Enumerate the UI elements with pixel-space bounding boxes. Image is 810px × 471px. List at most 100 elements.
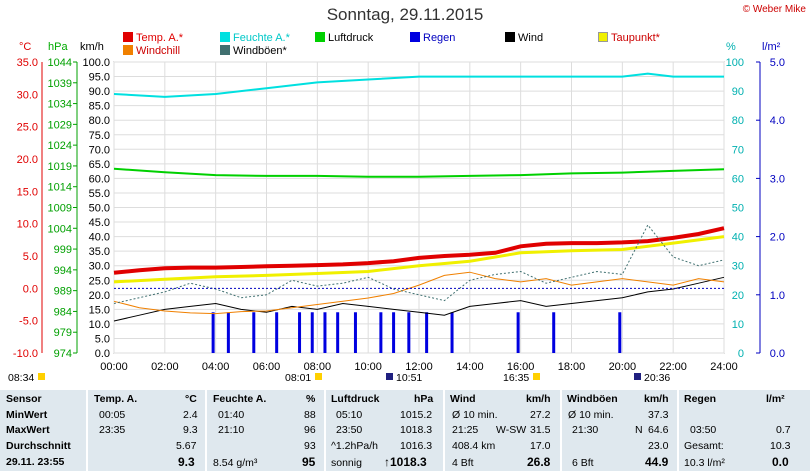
legend-humidity: Feuchte A.* xyxy=(220,32,290,44)
wind-header: Wind xyxy=(450,393,476,405)
legend-dewpoint: Taupunkt* xyxy=(598,32,660,44)
humidity-min-time: 01:40 xyxy=(218,409,245,421)
rain-bar xyxy=(552,312,556,353)
humidity-tick-label: 100 xyxy=(726,57,744,69)
rain-bar xyxy=(407,312,411,353)
pressure-tick-label: 994 xyxy=(54,265,72,277)
x-tick-label: 12:00 xyxy=(405,361,433,373)
legend-gusts: Windböen* xyxy=(220,45,287,57)
pressure-tick-label: 989 xyxy=(54,286,72,298)
humidity-tick-label: 80 xyxy=(732,115,744,127)
rain-max-time: 03:50 xyxy=(690,424,717,436)
event-time-left: 08:34 xyxy=(8,372,34,384)
series-tempa xyxy=(113,226,725,275)
pressure-tick-label: 1039 xyxy=(48,78,72,90)
event-icon-sunset xyxy=(533,373,540,380)
copyright: © Weber Mike xyxy=(742,4,806,15)
humidity-tick-label: 50 xyxy=(732,203,744,215)
humidity-tick-label: 90 xyxy=(732,86,744,98)
pressure-avg: 1016.3 xyxy=(400,440,433,452)
pressure-trend: ^1.2hPa/h xyxy=(331,440,378,452)
wind-tick-label: 15.0 xyxy=(89,304,110,316)
temp-tick-label: -5.0 xyxy=(19,316,38,328)
pressure-header: Luftdruck xyxy=(331,393,380,405)
row-label-sensor: Sensor xyxy=(6,393,42,405)
pressure-tick-label: 1024 xyxy=(48,140,72,152)
wind-min-label: Ø 10 min. xyxy=(452,409,498,421)
series-wind xyxy=(113,276,725,322)
gusts-bft: 6 Bft xyxy=(572,457,594,469)
humidity-tick-label: 20 xyxy=(732,290,744,302)
temp-current: 9.3 xyxy=(178,455,195,469)
rain-bar xyxy=(275,312,279,353)
event-time-sunset: 16:35 xyxy=(503,372,529,384)
x-tick-label: 18:00 xyxy=(558,361,586,373)
series-taupunkt xyxy=(113,235,725,284)
wind-tick-label: 90.0 xyxy=(89,86,110,98)
pressure-current: ↑1018.3 xyxy=(384,455,427,469)
wind-unit-label: km/h xyxy=(80,41,104,53)
wind-tick-label: 25.0 xyxy=(89,275,110,287)
humidity-min: 88 xyxy=(304,409,316,421)
rain-unit-label: l/m² xyxy=(762,41,781,53)
humidity-tick-label: 10 xyxy=(732,319,744,331)
pressure-tick-label: 984 xyxy=(54,306,72,318)
temp-unit: °C xyxy=(185,393,197,405)
wind-avg: 17.0 xyxy=(530,440,551,452)
pressure-min: 1015.2 xyxy=(400,409,433,421)
rain-bar xyxy=(323,312,327,353)
pressure-unit-label: hPa xyxy=(48,41,68,53)
x-tick-label: 24:00 xyxy=(710,361,738,373)
rain-bar xyxy=(211,312,215,353)
row-label-current: 29.11. 23:55 xyxy=(6,456,65,468)
temp-max: 9.3 xyxy=(183,424,198,436)
rain-bar xyxy=(336,312,340,353)
gusts-avg: 23.0 xyxy=(648,440,669,452)
x-tick-label: 00:00 xyxy=(100,361,128,373)
rain-total-sum: 10.3 l/m² xyxy=(684,457,725,469)
rain-bar xyxy=(353,312,357,353)
wind-tick-label: 95.0 xyxy=(89,72,110,84)
wind-tick-label: 35.0 xyxy=(89,246,110,258)
legend-temp: Temp. A.* xyxy=(123,32,183,44)
x-tick-label: 02:00 xyxy=(151,361,179,373)
event-icon-sunrise xyxy=(315,373,322,380)
humidity-header: Feuchte A. xyxy=(213,393,267,405)
pressure-tick-label: 1034 xyxy=(48,99,72,111)
rain-tick-label: 0.0 xyxy=(770,348,785,360)
pressure-unit: hPa xyxy=(414,393,434,405)
gusts-max-dir: N xyxy=(635,424,643,436)
series-windchill xyxy=(113,271,725,315)
gusts-min: 37.3 xyxy=(648,409,669,421)
humidity-max-time: 21:10 xyxy=(218,424,245,436)
wind-tick-label: 60.0 xyxy=(89,173,110,185)
pressure-tick-label: 1009 xyxy=(48,203,72,215)
humidity-tick-label: 30 xyxy=(732,261,744,273)
wind-tick-label: 45.0 xyxy=(89,217,110,229)
row-label-min: MinWert xyxy=(6,409,48,421)
wind-bft: 4 Bft xyxy=(452,457,474,469)
wind-current: 26.8 xyxy=(527,455,551,469)
legend-windchill: Windchill xyxy=(123,45,180,57)
rain-bar xyxy=(379,312,383,353)
temp-unit-label: °C xyxy=(19,41,32,53)
x-tick-label: 20:00 xyxy=(609,361,637,373)
series-windben xyxy=(113,224,725,304)
pressure-tick-label: 974 xyxy=(54,348,72,360)
temp-avg: 5.67 xyxy=(176,440,197,452)
pressure-max-time: 23:50 xyxy=(336,424,363,436)
rain-bar xyxy=(298,312,302,353)
temp-tick-label: 30.0 xyxy=(17,89,38,101)
statistics-table: Sensor MinWert MaxWert Durchschnitt 29.1… xyxy=(0,390,810,471)
event-icon-moonset xyxy=(386,373,393,380)
pressure-tick-label: 1044 xyxy=(48,57,72,69)
series-feuchtea xyxy=(113,72,724,98)
temp-tick-label: 0.0 xyxy=(23,283,38,295)
humidity-tick-label: 0 xyxy=(738,348,744,360)
legend-pressure: Luftdruck xyxy=(315,32,373,44)
row-label-avg: Durchschnitt xyxy=(6,440,71,452)
pressure-tick-label: 1019 xyxy=(48,161,72,173)
humidity-tick-label: 60 xyxy=(732,173,744,185)
wind-tick-label: 70.0 xyxy=(89,144,110,156)
wind-max: 31.5 xyxy=(530,424,551,436)
